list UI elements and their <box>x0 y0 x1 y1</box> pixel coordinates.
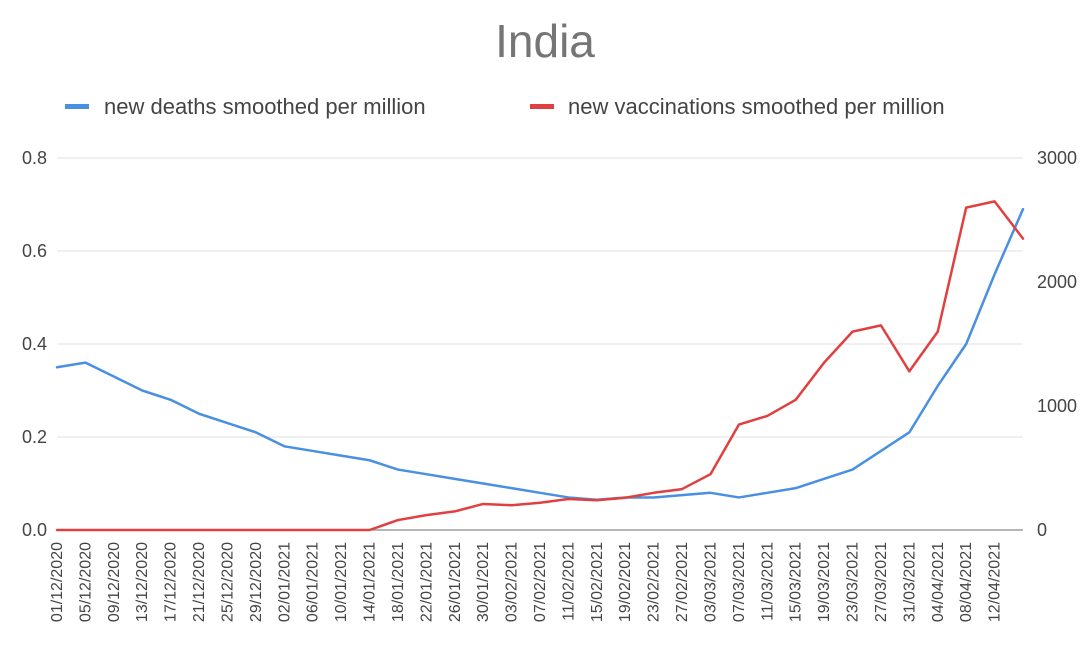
x-tick-label: 26/01/2021 <box>447 542 464 622</box>
x-tick-label: 11/03/2021 <box>759 542 776 621</box>
x-tick-label: 25/12/2020 <box>219 542 236 622</box>
left-y-tick-label: 0.0 <box>22 520 47 540</box>
x-axis: 01/12/2020 05/12/2020 09/12/2020 13/12/2020… <box>49 542 1004 622</box>
right-y-tick-label: 2000 <box>1037 272 1077 292</box>
series-line-vaccinations <box>55 200 1025 532</box>
x-tick-label: 23/02/2021 <box>646 542 663 622</box>
chart-title: India <box>495 15 595 67</box>
x-tick-label: 30/01/2021 <box>475 542 492 622</box>
x-tick-label: 31/03/2021 <box>901 542 918 622</box>
x-tick-label: 15/03/2021 <box>788 542 805 622</box>
left-y-tick-label: 0.8 <box>22 148 47 168</box>
x-tick-label: 01/12/2020 <box>49 542 66 622</box>
x-tick-label: 03/02/2021 <box>504 542 521 622</box>
x-tick-label: 04/04/2021 <box>930 542 947 622</box>
x-tick-label: 03/03/2021 <box>702 542 719 622</box>
x-tick-label: 15/02/2021 <box>589 542 606 622</box>
x-tick-label: 07/02/2021 <box>532 542 549 622</box>
left-y-axis: 0.0 0.2 0.4 0.6 0.8 <box>22 148 47 540</box>
legend-label-deaths: new deaths smoothed per million <box>104 94 426 119</box>
series-line-deaths <box>55 207 1025 502</box>
x-tick-label: 27/03/2021 <box>873 542 890 622</box>
x-tick-label: 10/01/2021 <box>333 542 350 622</box>
x-tick-label: 11/02/2021 <box>560 542 577 621</box>
left-y-tick-label: 0.6 <box>22 241 47 261</box>
gridlines <box>57 157 1023 531</box>
x-tick-label: 19/03/2021 <box>816 542 833 622</box>
legend-swatch-vaccinations <box>530 104 554 109</box>
x-tick-label: 06/01/2021 <box>305 542 322 622</box>
x-tick-label: 12/04/2021 <box>987 542 1004 622</box>
legend-label-vaccinations: new vaccinations smoothed per million <box>568 94 945 119</box>
x-tick-label: 17/12/2020 <box>163 542 180 622</box>
x-tick-label: 07/03/2021 <box>731 542 748 622</box>
x-tick-label: 29/12/2020 <box>248 542 265 622</box>
x-tick-label: 05/12/2020 <box>77 542 94 622</box>
right-y-tick-label: 1000 <box>1037 396 1077 416</box>
right-y-tick-label: 3000 <box>1037 148 1077 168</box>
legend-swatch-deaths <box>65 104 89 109</box>
legend: new deaths smoothed per million new vacc… <box>65 94 945 119</box>
x-tick-label: 19/02/2021 <box>617 542 634 622</box>
right-y-tick-label: 0 <box>1037 520 1047 540</box>
x-tick-label: 09/12/2020 <box>106 542 123 622</box>
x-tick-label: 22/01/2021 <box>418 542 435 622</box>
left-y-tick-label: 0.2 <box>22 427 47 447</box>
right-y-axis: 0 1000 2000 3000 <box>1037 148 1077 540</box>
x-tick-label: 18/01/2021 <box>390 542 407 622</box>
left-y-tick-label: 0.4 <box>22 334 47 354</box>
x-tick-label: 14/01/2021 <box>362 542 379 622</box>
x-tick-label: 21/12/2020 <box>191 542 208 622</box>
x-tick-label: 08/04/2021 <box>958 542 975 622</box>
x-tick-label: 02/01/2021 <box>276 542 293 622</box>
x-tick-label: 13/12/2020 <box>134 542 151 622</box>
series-layer <box>55 200 1025 532</box>
x-tick-label: 23/03/2021 <box>845 542 862 622</box>
x-tick-label: 27/02/2021 <box>674 542 691 622</box>
